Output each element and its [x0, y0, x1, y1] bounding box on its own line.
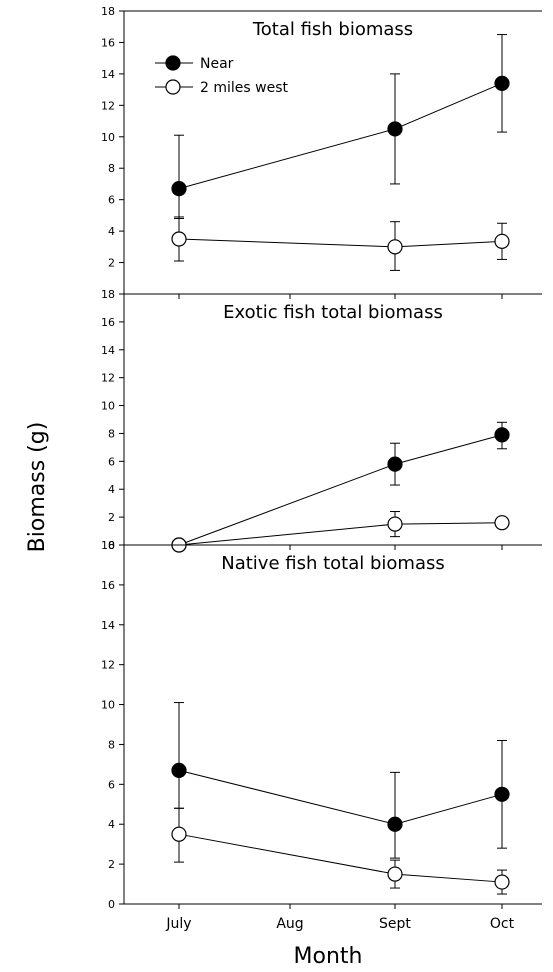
y-tick-label: 6 — [108, 194, 115, 207]
series-line-near — [178, 82, 503, 190]
y-tick-label: 14 — [101, 344, 115, 357]
x-tick-label: Sept — [379, 916, 411, 932]
y-tick-label: 18 — [101, 5, 115, 18]
data-point-west — [171, 231, 187, 247]
data-point-near — [171, 762, 187, 778]
y-tick-label: 8 — [108, 162, 115, 175]
y-tick-label: 0 — [108, 539, 115, 552]
x-tick-label: July — [165, 916, 191, 932]
x-tick-label: Oct — [490, 916, 515, 932]
legend-label: Near — [200, 56, 234, 72]
y-tick-label: 8 — [108, 738, 115, 751]
y-tick-label: 6 — [108, 778, 115, 791]
y-tick-label: 16 — [101, 316, 115, 329]
y-tick-label: 10 — [101, 131, 115, 144]
data-point-west — [387, 516, 403, 532]
x-axis-label: Month — [294, 944, 363, 969]
y-tick-label: 6 — [108, 455, 115, 468]
y-tick-label: 2 — [108, 858, 115, 871]
legend-label: 2 miles west — [200, 80, 288, 96]
data-point-near — [387, 816, 403, 832]
y-tick-label: 14 — [101, 68, 115, 81]
panel-title: Exotic fish total biomass — [223, 302, 443, 323]
y-tick-label: 12 — [101, 372, 115, 385]
data-point-near — [387, 121, 403, 137]
data-point-west — [494, 874, 510, 890]
y-tick-label: 18 — [101, 539, 115, 552]
y-tick-label: 8 — [108, 427, 115, 440]
panel-title: Native fish total biomass — [221, 553, 445, 574]
data-point-west — [494, 515, 510, 531]
data-point-west — [171, 826, 187, 842]
data-point-near — [494, 75, 510, 91]
y-tick-label: 16 — [101, 579, 115, 592]
series-line-near — [178, 769, 503, 825]
y-axis-label: Biomass (g) — [25, 422, 50, 553]
x-tick-label: Aug — [276, 916, 303, 932]
y-tick-label: 4 — [108, 818, 115, 831]
legend: Near 2 miles west — [155, 55, 288, 96]
chart-panel-1: 2 4 6 8 10 12 14 16 18 Total fish biomass Near 2 mi… — [101, 5, 542, 299]
y-tick-label: 2 — [108, 511, 115, 524]
legend-marker-west — [165, 79, 181, 95]
series-line-west — [178, 238, 503, 248]
data-point-near — [494, 427, 510, 443]
data-point-near — [494, 786, 510, 802]
y-tick-label: 4 — [108, 225, 115, 238]
y-tick-label: 18 — [101, 288, 115, 301]
data-point-west — [387, 239, 403, 255]
y-tick-label: 16 — [101, 36, 115, 49]
series-line-west — [178, 522, 503, 546]
chart-panels: 2 4 6 8 10 12 14 16 18 Total fish biomass Near 2 mi… — [101, 5, 542, 932]
y-tick-label: 4 — [108, 483, 115, 496]
y-tick-label: 10 — [101, 400, 115, 413]
series-line-west — [178, 833, 503, 883]
data-point-near — [387, 456, 403, 472]
panel-title: Total fish biomass — [252, 19, 413, 40]
series-line-near — [178, 434, 503, 546]
y-tick-label: 10 — [101, 699, 115, 712]
y-tick-label: 12 — [101, 659, 115, 672]
chart-panel-3: 0 2 4 6 8 10 12 14 16 18 Native fish total biomass… — [101, 539, 542, 932]
data-point-west — [387, 866, 403, 882]
data-point-near — [171, 181, 187, 197]
y-tick-label: 0 — [108, 898, 115, 911]
data-point-west — [494, 233, 510, 249]
y-tick-label: 14 — [101, 619, 115, 632]
chart-panel-2: 0 2 4 6 8 10 12 14 16 18 Exotic fish total biomass — [101, 288, 542, 553]
y-tick-label: 12 — [101, 99, 115, 112]
y-tick-label: 2 — [108, 257, 115, 270]
legend-marker-near — [165, 55, 181, 71]
